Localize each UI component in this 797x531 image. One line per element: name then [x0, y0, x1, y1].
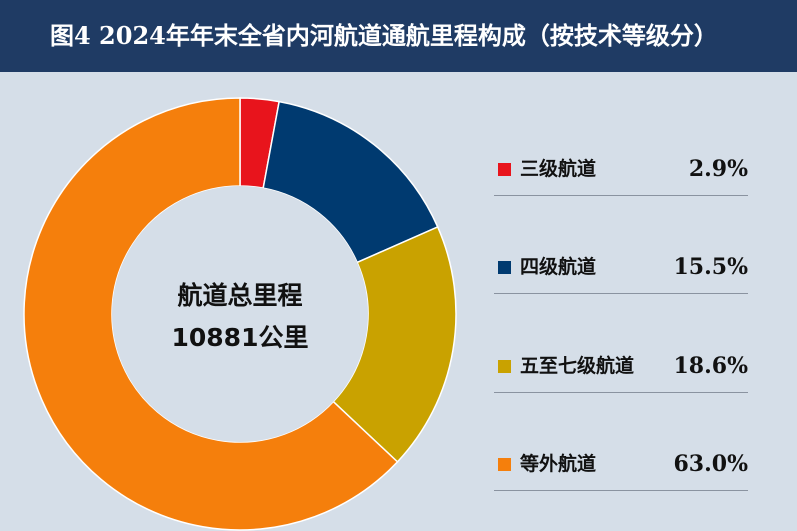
legend-value: 2.9% [688, 156, 748, 182]
legend-value: 18.6% [673, 353, 749, 379]
chart-title: 图4 2024年年末全省内河航道通航里程构成（按技术等级分） [50, 21, 718, 50]
legend-divider [494, 490, 748, 491]
legend-value: 15.5% [673, 254, 749, 280]
legend-label: 三级航道 [520, 158, 597, 180]
legend-swatch [498, 360, 511, 373]
legend-value: 63.0% [673, 451, 749, 477]
legend-item-0: 三级航道 2.9% [494, 152, 748, 200]
legend-label: 四级航道 [520, 256, 597, 278]
legend-item-1: 四级航道 15.5% [494, 250, 748, 298]
header-bar: 图4 2024年年末全省内河航道通航里程构成（按技术等级分） [0, 0, 797, 72]
donut-hole [112, 186, 368, 442]
legend-item-3: 等外航道 63.0% [494, 447, 748, 495]
legend-swatch [498, 261, 511, 274]
legend-divider [494, 293, 748, 294]
center-label-title: 航道总里程 [177, 281, 303, 310]
legend-swatch [498, 458, 511, 471]
legend-label: 等外航道 [520, 453, 597, 475]
legend-swatch [498, 163, 511, 176]
legend-divider [494, 195, 748, 196]
center-label-total: 10881公里 [171, 323, 309, 352]
legend-divider [494, 392, 748, 393]
legend-label: 五至七级航道 [520, 355, 635, 377]
legend-item-2: 五至七级航道 18.6% [494, 349, 748, 397]
